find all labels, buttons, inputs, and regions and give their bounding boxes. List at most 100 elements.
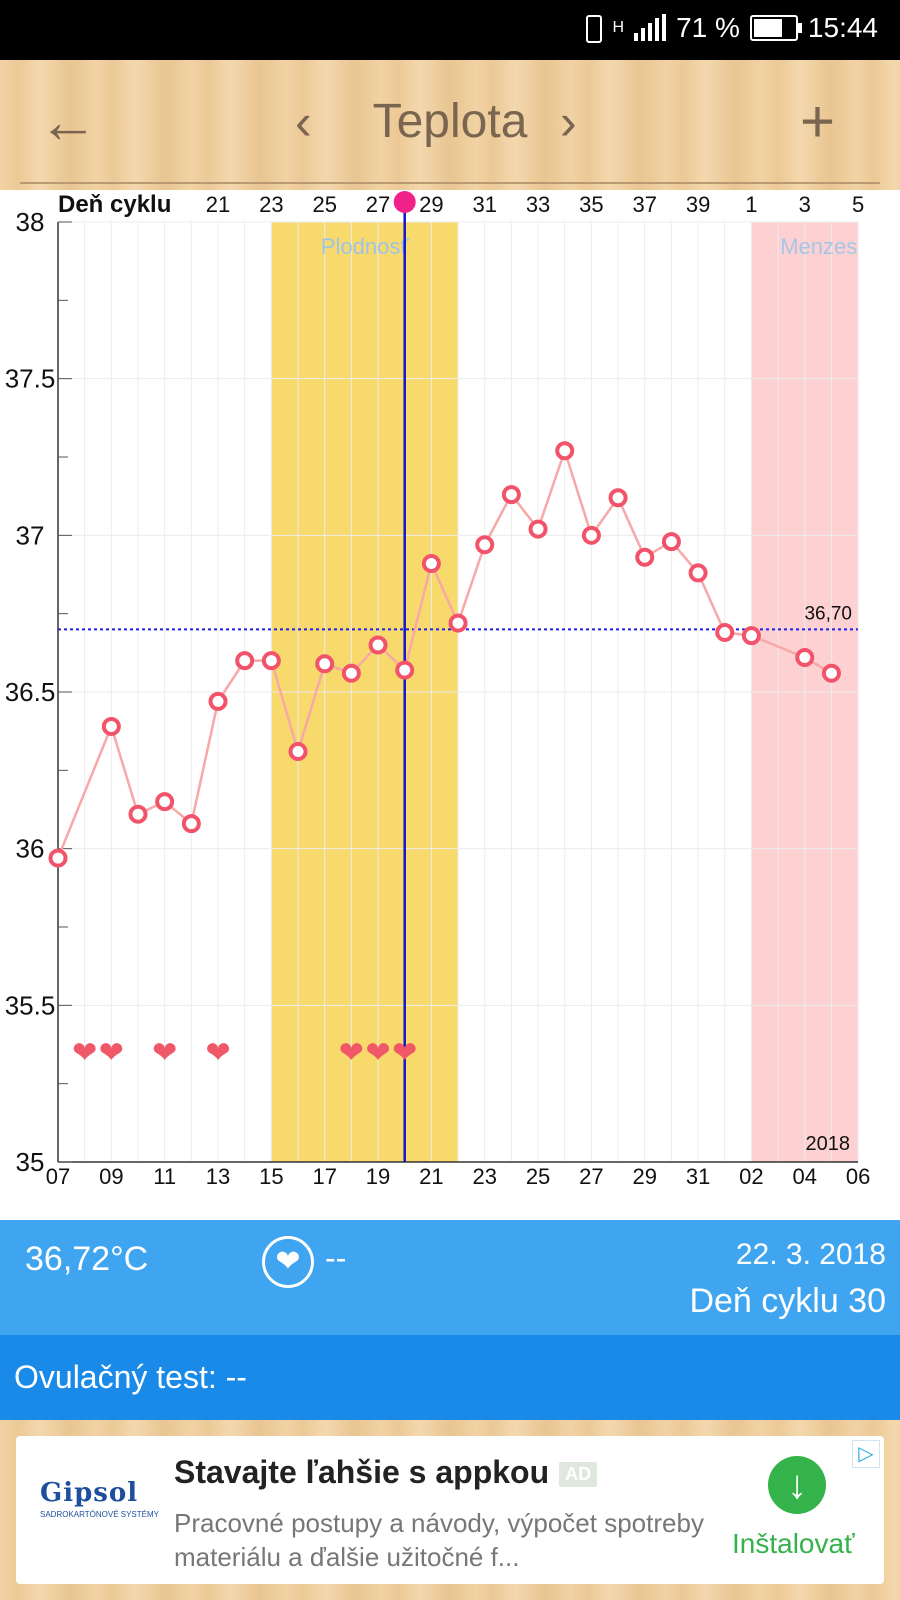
cycle-tick-label: 25 <box>312 192 336 217</box>
app-header: ← ‹ Teplota › + <box>0 60 900 190</box>
ovulation-test-label: Ovulačný test: -- <box>14 1359 247 1395</box>
cycle-tick-label: 23 <box>259 192 283 217</box>
temperature-line <box>56 446 833 859</box>
cycle-tick-label: 5 <box>852 192 864 217</box>
temperature-point <box>475 535 495 555</box>
temperature-point <box>101 716 121 736</box>
chevron-left-icon: ‹ <box>295 94 312 150</box>
band-label-0: Plodnosť <box>321 234 410 259</box>
temperature-point <box>341 663 361 683</box>
date-tick-label: 04 <box>793 1164 817 1189</box>
cycle-tick-label: 21 <box>206 192 230 217</box>
temperature-point <box>368 635 388 655</box>
y-tick-label: 36.5 <box>5 677 56 707</box>
heart-icon: ❤ <box>152 1035 177 1070</box>
date-tick-label: 07 <box>46 1164 70 1189</box>
temperature-chart[interactable]: Plodnosť Menzes 36,70 ❤ ❤ ❤ ❤ ❤ ❤ ❤ Deň cyklu 21 23 2… <box>0 190 900 1220</box>
cycle-tick-label: 39 <box>686 192 710 217</box>
cycle-tick-label: 27 <box>366 192 390 217</box>
vibrate-icon <box>581 13 603 43</box>
prev-button[interactable]: ‹ <box>295 90 312 154</box>
download-icon[interactable]: ↓ <box>768 1456 826 1514</box>
cycle-tick-label: 1 <box>745 192 757 217</box>
status-bar: H 71 % 15:44 <box>0 0 900 60</box>
temperature-point <box>688 563 708 583</box>
date-tick-label: 06 <box>846 1164 870 1189</box>
temperature-point <box>155 792 175 812</box>
y-tick-label: 35.5 <box>5 990 56 1020</box>
cycle-tick-label: 35 <box>579 192 603 217</box>
page-title: Teplota <box>372 95 528 148</box>
temperature-point <box>448 613 468 633</box>
cycle-tick-label: 31 <box>472 192 496 217</box>
temperature-point <box>741 626 761 646</box>
cycle-tick-label: 29 <box>419 192 443 217</box>
temperature-point <box>715 622 735 642</box>
battery-icon <box>749 15 802 41</box>
temperature-point <box>661 532 681 552</box>
ovulation-test-bar[interactable]: Ovulačný test: -- <box>0 1335 900 1420</box>
back-button[interactable]: ← <box>38 90 98 154</box>
network-type: H <box>612 19 625 36</box>
date-tick-label: 17 <box>312 1164 336 1189</box>
temperature-point <box>48 848 68 868</box>
temperature-point <box>235 651 255 671</box>
chevron-right-icon: › <box>560 94 577 150</box>
ad-logo: Gipsol SADROKARTÓNOVÉ SYSTÉMY <box>40 1478 159 1519</box>
temperature-point <box>208 691 228 711</box>
signal-icon <box>634 14 667 41</box>
heart-icon: ❤ <box>392 1035 417 1070</box>
intercourse-value: -- <box>325 1240 347 1276</box>
selected-date: 22. 3. 2018 <box>735 1238 886 1271</box>
plus-icon: + <box>800 88 836 155</box>
cycle-day-value: Deň cyklu 30 <box>689 1282 886 1320</box>
adchoices-icon[interactable]: ▷ <box>852 1440 880 1468</box>
heart-icon: ❤ <box>72 1035 97 1070</box>
date-tick-label: 29 <box>632 1164 656 1189</box>
cycle-tick-label: 33 <box>526 192 550 217</box>
temperature-point <box>501 485 521 505</box>
temperature-point <box>555 441 575 461</box>
date-tick-label: 27 <box>579 1164 603 1189</box>
temperature-value: 36,72°C <box>25 1240 149 1278</box>
ad-headline[interactable]: Stavajte ľahšie s appkou AD <box>174 1454 598 1491</box>
y-tick-label: 37 <box>16 520 45 550</box>
heart-icon[interactable]: ❤ <box>262 1236 314 1288</box>
next-button[interactable]: › <box>560 90 577 154</box>
battery-percent: 71 % <box>676 12 740 43</box>
day-info-bar: 36,72°C ❤ -- 22. 3. 2018 Deň cyklu 30 <box>0 1220 900 1335</box>
band-label-1: Menzes <box>780 234 857 259</box>
temperature-point <box>261 651 281 671</box>
ad-area: Gipsol SADROKARTÓNOVÉ SYSTÉMY Stavajte ľ… <box>0 1420 900 1600</box>
cycle-tick-label: 3 <box>799 192 811 217</box>
header-divider <box>20 182 880 184</box>
date-tick-label: 02 <box>739 1164 763 1189</box>
temperature-point <box>635 547 655 567</box>
temperature-point <box>128 804 148 824</box>
temperature-point <box>315 654 335 674</box>
y-tick-label: 37.5 <box>5 364 56 394</box>
y-tick-label: 38 <box>16 207 45 237</box>
date-tick-label: 23 <box>472 1164 496 1189</box>
temperature-point <box>821 663 841 683</box>
selected-day-marker <box>393 191 416 213</box>
y-tick-label: 35 <box>16 1147 45 1177</box>
temperature-point <box>181 814 201 834</box>
add-button[interactable]: + <box>800 90 835 154</box>
cycle-axis-label: Deň cyklu <box>58 191 171 218</box>
date-tick-label: 15 <box>259 1164 283 1189</box>
clock: 15:44 <box>807 12 878 43</box>
temperature-point <box>395 660 415 680</box>
heart-icon: ❤ <box>365 1035 390 1070</box>
date-tick-label: 21 <box>419 1164 443 1189</box>
temperature-point <box>528 519 548 539</box>
ad-badge: AD <box>559 1462 598 1488</box>
temperature-point <box>608 488 628 508</box>
install-button[interactable]: Inštalovať <box>732 1528 855 1559</box>
heart-icon: ❤ <box>99 1035 124 1070</box>
ad-banner[interactable]: Gipsol SADROKARTÓNOVÉ SYSTÉMY Stavajte ľ… <box>16 1436 884 1584</box>
y-tick-label: 36 <box>16 834 45 864</box>
temperature-point <box>581 525 601 545</box>
year-label: 2018 <box>806 1133 851 1155</box>
